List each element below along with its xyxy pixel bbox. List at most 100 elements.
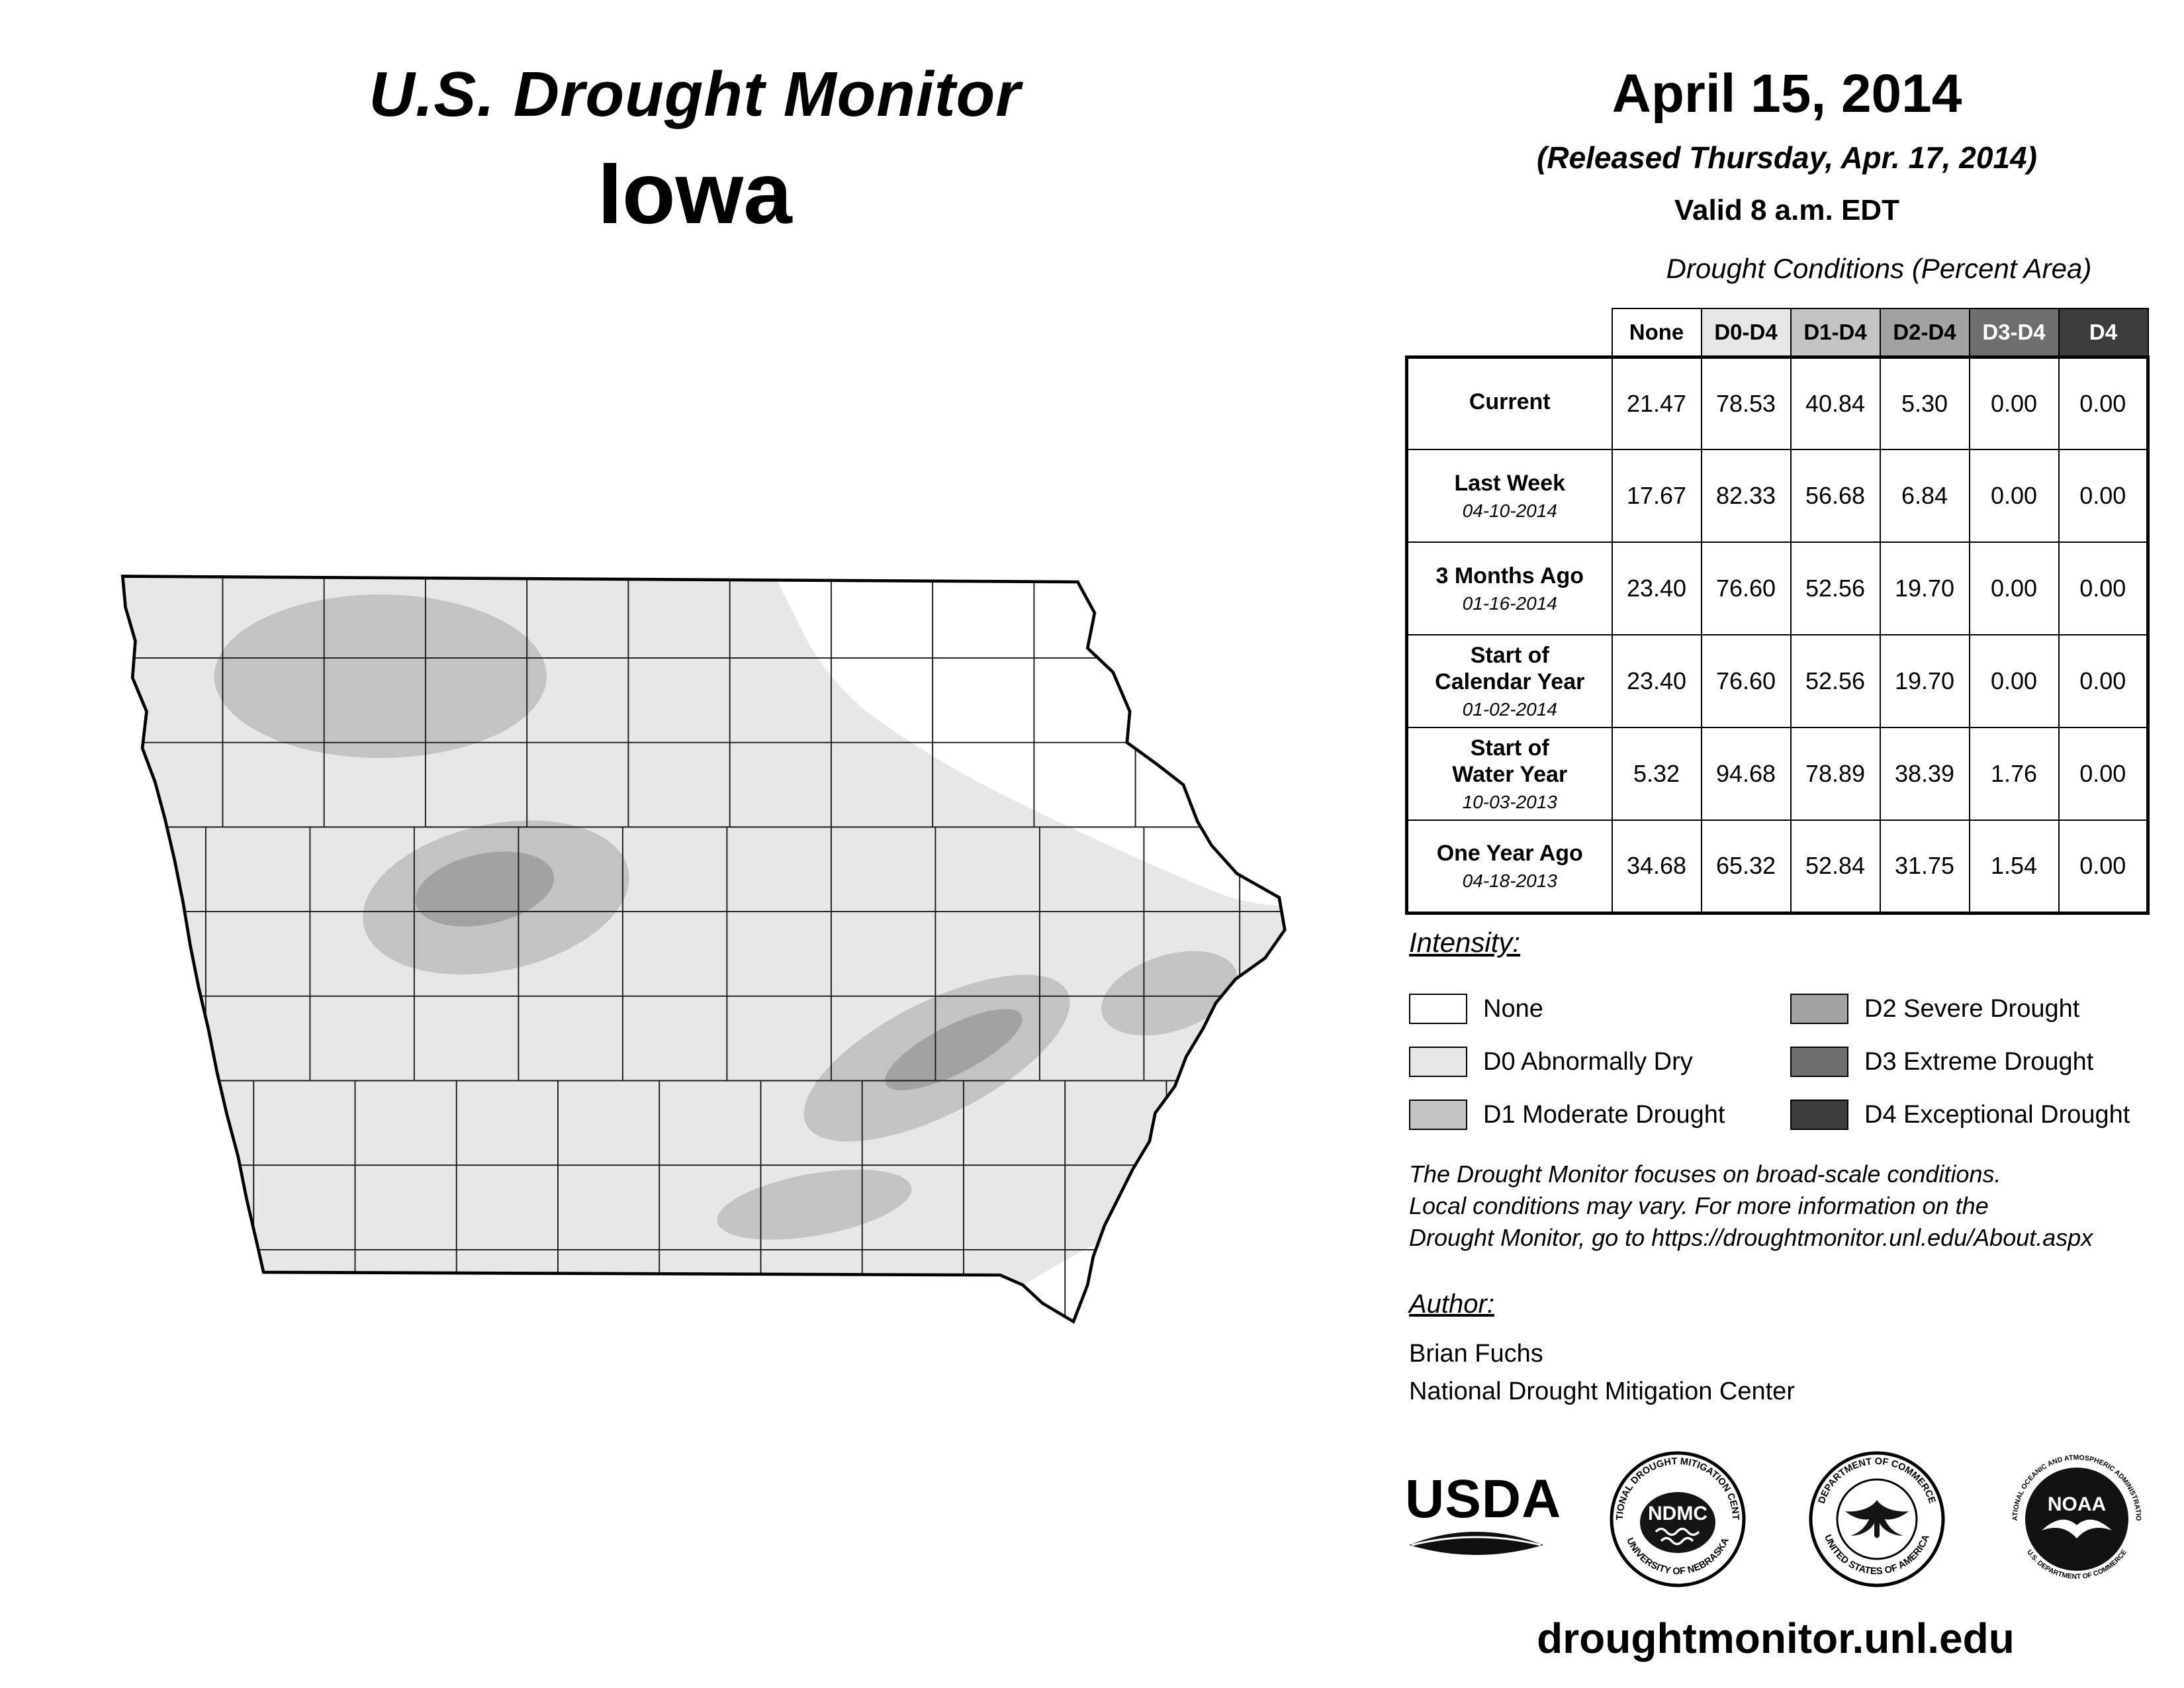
commerce-seal: DEPARTMENT OF COMMERCE UNITED STATES OF … xyxy=(1809,1451,1945,1587)
title-block: U.S. Drought Monitor Iowa xyxy=(0,58,1390,243)
table-row-current: Current 21.47 78.53 40.84 5.30 0.00 0.00 xyxy=(1405,355,2150,450)
legend-swatch-d3 xyxy=(1790,1047,1848,1077)
map-date: April 15, 2014 xyxy=(1612,64,1962,124)
cell-value: 78.53 xyxy=(1700,355,1792,450)
cell-value: 0.00 xyxy=(1968,355,2060,450)
svg-text:NOAA: NOAA xyxy=(2048,1493,2106,1515)
valid-time: Valid 8 a.m. EDT xyxy=(1674,194,1899,226)
cell-value: 0.00 xyxy=(1968,449,2060,543)
table-title: Drought Conditions (Percent Area) xyxy=(1666,253,2092,284)
cell-value: 76.60 xyxy=(1700,634,1792,728)
table-row-one-year-ago: One Year Ago 04-18-2013 34.68 65.32 52.84… xyxy=(1405,820,2150,915)
cell-value: 1.76 xyxy=(1968,727,2060,821)
release-date: (Released Thursday, Apr. 17, 2014) xyxy=(1537,140,2037,175)
legend-swatch-none xyxy=(1409,994,1467,1024)
cell-value: 40.84 xyxy=(1790,355,1881,450)
legend-item-d1: D1 Moderate Drought xyxy=(1409,1088,1790,1141)
table-row-3-months-ago: 3 Months Ago 01-16-2014 23.40 76.60 52.56… xyxy=(1405,541,2150,635)
table-corner xyxy=(1406,308,1612,357)
cell-value: 0.00 xyxy=(2058,449,2150,543)
author-block: Author: Brian Fuchs National Drought Mit… xyxy=(1409,1289,1795,1411)
cell-value: 19.70 xyxy=(1879,541,1970,635)
table-header-row: None D0-D4 D1-D4 D2-D4 D3-D4 D4 xyxy=(1406,308,2149,357)
region-title: Iowa xyxy=(598,144,792,242)
col-header-d2-d4: D2-D4 xyxy=(1879,308,1970,357)
usda-wordmark: USDA xyxy=(1405,1468,1562,1529)
row-label: One Year Ago 04-18-2013 xyxy=(1405,820,1613,915)
usda-swoosh-icon xyxy=(1409,1531,1543,1555)
cell-value: 5.30 xyxy=(1879,355,1970,450)
cell-value: 1.54 xyxy=(1968,820,2060,915)
state-border xyxy=(120,575,1287,1324)
legend-swatch-d1 xyxy=(1409,1100,1467,1130)
d1-region-south xyxy=(717,1169,912,1240)
table-row-start-water-year: Start of Water Year 10-03-2013 5.32 94.68… xyxy=(1405,727,2150,821)
d2-region-southeast xyxy=(885,1009,1023,1091)
cell-value: 38.39 xyxy=(1879,727,1970,821)
legend-swatch-d4 xyxy=(1790,1100,1848,1130)
cell-value: 78.89 xyxy=(1790,727,1881,821)
cell-value: 0.00 xyxy=(2058,634,2150,728)
cell-value: 0.00 xyxy=(2058,727,2150,821)
intensity-legend: Intensity: None D0 Abnormally Dry D1 Mod… xyxy=(1409,927,2130,1141)
author-org: National Drought Mitigation Center xyxy=(1409,1378,1795,1405)
site-url: droughtmonitor.unl.edu xyxy=(1537,1615,2015,1662)
cell-value: 5.32 xyxy=(1611,727,1702,821)
drought-conditions-table: None D0-D4 D1-D4 D2-D4 D3-D4 D4 Current … xyxy=(1405,308,2150,915)
cell-value: 34.68 xyxy=(1611,820,1702,915)
cell-value: 52.56 xyxy=(1790,541,1881,635)
legend-title: Intensity: xyxy=(1409,927,1521,958)
legend-item-d2: D2 Severe Drought xyxy=(1790,982,2130,1035)
col-header-d3-d4: D3-D4 xyxy=(1968,308,2060,357)
cell-value: 23.40 xyxy=(1611,541,1702,635)
cell-value: 31.75 xyxy=(1879,820,1970,915)
row-label: Start of Water Year 10-03-2013 xyxy=(1405,727,1613,821)
author-heading: Author: xyxy=(1409,1289,1494,1319)
iowa-map-container xyxy=(113,571,1310,1338)
cell-value: 76.60 xyxy=(1700,541,1792,635)
legend-item-d0: D0 Abnormally Dry xyxy=(1409,1035,1790,1088)
author-name: Brian Fuchs xyxy=(1409,1340,1543,1368)
disclaimer-line-url: Drought Monitor, go to https://droughtmo… xyxy=(1409,1223,2093,1251)
row-label: Last Week 04-10-2014 xyxy=(1405,449,1613,543)
table-row-start-calendar-year: Start of Calendar Year 01-02-2014 23.40 7… xyxy=(1405,634,2150,728)
report-title: U.S. Drought Monitor xyxy=(369,59,1021,130)
cell-value: 52.56 xyxy=(1790,634,1881,728)
svg-text:NDMC: NDMC xyxy=(1648,1503,1707,1524)
cell-value: 0.00 xyxy=(1968,634,2060,728)
legend-item-d4: D4 Exceptional Drought xyxy=(1790,1088,2130,1141)
d2-region-west-central xyxy=(415,851,555,927)
noaa-logo: NATIONAL OCEANIC AND ATMOSPHERIC ADMINIS… xyxy=(2007,1450,2143,1585)
eagle-icon xyxy=(1845,1500,1909,1538)
table-row-last-week: Last Week 04-10-2014 17.67 82.33 56.68 6.… xyxy=(1405,449,2150,543)
col-header-none: None xyxy=(1611,308,1702,357)
cell-value: 52.84 xyxy=(1790,820,1881,915)
row-label: Current xyxy=(1405,355,1613,450)
d1-region-east-central xyxy=(1101,951,1238,1036)
iowa-drought-map xyxy=(120,575,1287,1324)
cell-value: 0.00 xyxy=(2058,541,2150,635)
disclaimer: The Drought Monitor focuses on broad-sca… xyxy=(1409,1158,2093,1254)
cell-value: 19.70 xyxy=(1879,634,1970,728)
d1-region-northwest xyxy=(214,594,547,759)
legend-swatch-d0 xyxy=(1409,1047,1467,1077)
col-header-d0-d4: D0-D4 xyxy=(1700,308,1792,357)
legend-grid: None D0 Abnormally Dry D1 Moderate Droug… xyxy=(1409,982,2130,1141)
seagull-icon xyxy=(2041,1519,2112,1538)
col-header-d4: D4 xyxy=(2058,308,2149,357)
ndmc-logo: NATIONAL DROUGHT MITIGATION CENTER UNIVE… xyxy=(1608,1450,1746,1587)
cell-value: 82.33 xyxy=(1700,449,1792,543)
cell-value: 21.47 xyxy=(1611,355,1702,450)
col-header-d1-d4: D1-D4 xyxy=(1790,308,1881,357)
disclaimer-line: The Drought Monitor focuses on broad-sca… xyxy=(1409,1160,2001,1188)
cell-value: 6.84 xyxy=(1879,449,1970,543)
legend-item-none: None xyxy=(1409,982,1790,1035)
date-block: April 15, 2014 (Released Thursday, Apr. … xyxy=(1403,63,2171,227)
cell-value: 65.32 xyxy=(1700,820,1792,915)
cell-value: 17.67 xyxy=(1611,449,1702,543)
cell-value: 94.68 xyxy=(1700,727,1792,821)
logo-row: USDA NATIONAL DROUGHT MITIGATION CENTER … xyxy=(1405,1450,2146,1589)
cell-value: 56.68 xyxy=(1790,449,1881,543)
cell-value: 0.00 xyxy=(1968,541,2060,635)
